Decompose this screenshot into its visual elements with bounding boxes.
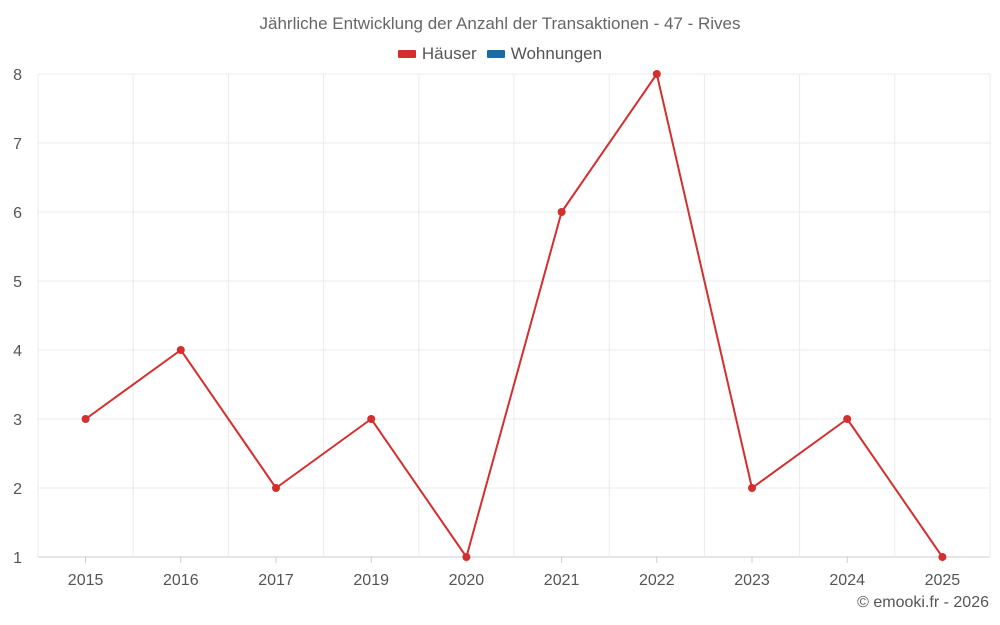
data-point <box>367 415 376 423</box>
x-tick-label: 2025 <box>925 572 961 589</box>
y-tick-label: 5 <box>13 274 22 291</box>
y-tick-label: 8 <box>13 67 22 84</box>
x-tick-label: 2024 <box>829 572 865 589</box>
x-tick-label: 2020 <box>449 572 485 589</box>
legend-item-haeuser[interactable]: Häuser <box>397 44 477 64</box>
data-point <box>748 484 756 492</box>
data-point <box>938 553 947 561</box>
x-tick-label: 2016 <box>163 572 199 589</box>
y-tick-label: 4 <box>13 343 22 360</box>
chart-title: Jährliche Entwicklung der Anzahl der Tra… <box>259 14 741 33</box>
y-tick-label: 7 <box>13 136 22 153</box>
x-tick-label: 2015 <box>68 572 104 589</box>
legend-swatch-wohnungen <box>486 50 505 58</box>
credit-text: © emooki.fr - 2026 <box>857 594 989 611</box>
legend-label-wohnungen: Wohnungen <box>510 44 603 63</box>
y-tick-label: 1 <box>13 550 22 567</box>
legend-swatch-haeuser <box>397 50 416 58</box>
x-tick-label: 2022 <box>639 572 675 589</box>
y-tick-label: 3 <box>13 412 22 429</box>
data-point <box>652 70 661 78</box>
legend-item-wohnungen[interactable]: Wohnungen <box>486 44 603 64</box>
legend-label-haeuser: Häuser <box>421 44 477 63</box>
x-tick-label: 2019 <box>353 572 389 589</box>
y-tick-label: 2 <box>13 481 22 498</box>
series-line <box>85 73 944 558</box>
x-tick-label: 2017 <box>258 572 294 589</box>
y-tick-label: 6 <box>13 205 22 222</box>
data-point <box>272 484 280 492</box>
data-point <box>81 415 90 423</box>
data-point <box>176 346 185 354</box>
x-tick-label: 2023 <box>734 572 770 589</box>
data-point <box>557 208 566 216</box>
data-point <box>462 553 471 561</box>
x-tick-label: 2021 <box>544 572 580 589</box>
legend: Häuser Wohnungen <box>0 44 1000 64</box>
data-point <box>843 415 852 423</box>
